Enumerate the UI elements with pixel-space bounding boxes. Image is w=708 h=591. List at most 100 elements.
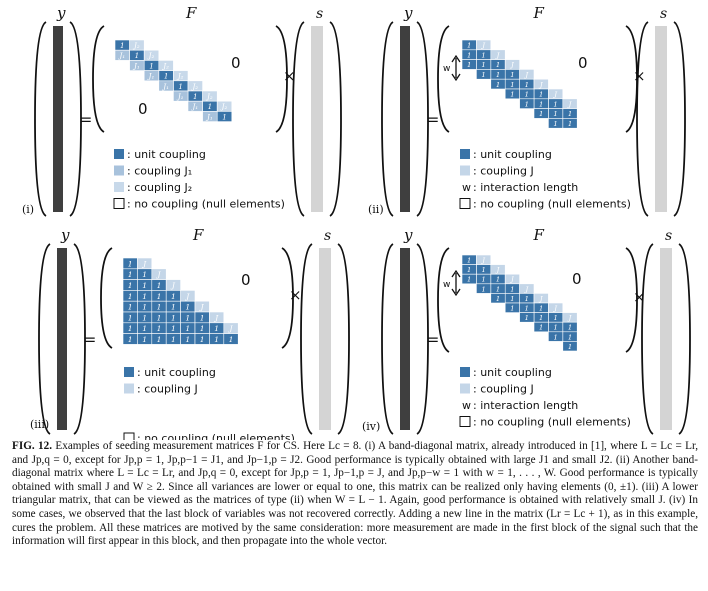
legend-i-unit-swatch [114, 149, 124, 159]
panel-iii-cell-unit-3-1-label: 1 [142, 292, 147, 301]
panel-i-cell-unit-3-label: 1 [164, 72, 169, 81]
panel-i-cell-j2-3-label: J₂ [176, 72, 184, 81]
panel-iii-cell-unit-2-0-label: 1 [128, 281, 133, 290]
panel-iii-cell-unit-6-1-label: 1 [142, 324, 147, 333]
panel-iii-cell-j-5-label: J [213, 313, 219, 322]
panel-iv-cell-unit-3-0-label: 1 [510, 285, 514, 293]
legend-i-item-0: : unit coupling [127, 148, 206, 161]
panel-iii-cell-unit-2-1-label: 1 [142, 281, 147, 290]
panel-iii-cell-unit-0-0-label: 1 [128, 259, 133, 268]
panel-iv-cell-unit-3-2-label: 1 [481, 285, 485, 293]
legend-iii-item-0: : unit coupling [137, 366, 216, 379]
panel-iv-F-label: F [533, 226, 545, 244]
panel-iv-y-lparen [381, 243, 394, 435]
panel-ii-cell-j-2-label: J [509, 61, 515, 69]
panel-iii-cell-unit-1-1-label: 1 [142, 270, 147, 279]
panel-iv-y-rparen [416, 243, 429, 435]
panel-iv-cell-unit-9-2 [562, 341, 578, 352]
panel-iv-cell-unit-1-1-label: 1 [467, 266, 471, 274]
legend-iii-item-2: : no coupling (null elements) [137, 432, 295, 440]
panel-ii-cell-unit-1-0-label: 1 [481, 51, 485, 59]
legend-ii-item-0: : unit coupling [473, 148, 552, 161]
caption-text: Examples of seeding measurement matrices… [12, 440, 699, 548]
panel-i-cell-unit-1-label: 1 [135, 51, 140, 60]
panel-ii-cell-unit-7-2 [533, 108, 549, 119]
panel-iv-label: (iv) [362, 420, 380, 433]
panel-ii-cell-unit-4-2 [490, 78, 506, 90]
panel-i-F-lparen [92, 25, 105, 133]
panel-iv-s-bar [660, 248, 672, 430]
legend-ii-j-swatch [460, 165, 470, 176]
legend-iv-w-symbol: w [462, 399, 471, 412]
panel-iii-zero-upper: 0 [241, 271, 251, 289]
panel-ii-cell-unit-2-1-label: 1 [481, 61, 485, 69]
panel-ii-s-bar [655, 26, 667, 212]
panel-iv-cell-unit-3-2 [476, 283, 492, 294]
panel-i-zero-lower: 0 [138, 100, 148, 118]
panel-iv-s-label: s [665, 228, 672, 244]
panel-i-cell-j1-7-label: J₁ [205, 112, 213, 121]
panel-ii-cell-unit-6-1-label: 1 [539, 100, 543, 108]
caption-label: FIG. 12. [12, 440, 53, 452]
panel-iv-cell-j-1-label: J [495, 266, 500, 274]
panel-iii-y-bar [57, 248, 67, 430]
panel-iii-cell-unit-4-0-label: 1 [128, 303, 133, 312]
panel-i-cell-j1-4-label: J₁ [161, 82, 169, 91]
panel-ii-cell-unit-7-1-label: 1 [553, 110, 557, 118]
panel-i-cell-j1-1-label: J₁ [117, 51, 125, 60]
panel-ii-cell-unit-3-0-label: 1 [510, 71, 514, 79]
panel-iii-F-label: F [192, 226, 204, 244]
panel-i-cell-j2-1-label: J₂ [147, 51, 155, 60]
panel-ii-cell-j-4-label: J [538, 81, 544, 89]
panel-ii-cell-unit-2-2-label: 1 [467, 61, 471, 69]
panel-iv-cell-unit-8-2 [548, 331, 564, 342]
panel-iv-equals: = [426, 330, 439, 349]
panel-iv-cell-unit-3-1-label: 1 [496, 285, 500, 293]
panel-iv-s-lparen [641, 243, 654, 435]
legend-iv-j-swatch [460, 383, 470, 394]
panel-iii-y-label: y [60, 226, 70, 244]
panel-iii-cell-unit-5-4-label: 1 [185, 313, 190, 322]
figure-caption: FIG. 12. Examples of seeding measurement… [12, 440, 698, 549]
panel-iv-F-rparen [625, 247, 638, 353]
panel-iii-cell-unit-2-2-label: 1 [157, 281, 162, 290]
panel-iv-cell-j-3-label: J [523, 285, 528, 293]
panel-iii-cell-unit-5-3-label: 1 [171, 313, 176, 322]
panel-iii-cell-j-6-label: J [227, 324, 233, 333]
panel-i-cell-j1-3 [143, 70, 160, 82]
panel-ii-cell-unit-3-2-label: 1 [481, 71, 485, 79]
panel-i-times: × [283, 67, 296, 85]
panel-iv-cell-unit-7-0-label: 1 [568, 324, 572, 332]
panel-iv-cell-unit-5-1-label: 1 [525, 304, 529, 312]
panel-ii-cell-unit-5-1-label: 1 [525, 91, 529, 99]
panel-i-cell-j1-6 [187, 100, 203, 112]
panel-iii-F-rparen [281, 247, 294, 349]
panel-iii-cell-unit-6-4-label: 1 [185, 324, 190, 333]
panel-iv-y-label: y [403, 226, 413, 244]
panel-i-cell-j1-6-label: J₁ [190, 102, 198, 111]
panel-ii-s-label: s [660, 6, 667, 22]
panel-iii-times: × [289, 286, 302, 304]
panel-iii-cell-unit-7-1-label: 1 [142, 335, 147, 344]
panel-iii-s-lparen [300, 243, 313, 435]
panel-ii-cell-unit-8-1-label: 1 [568, 120, 572, 128]
panel-i-s-lparen [292, 21, 305, 217]
panel-ii-cell-j-6-label: J [567, 100, 573, 108]
panel-iv-cell-unit-1-0-label: 1 [481, 266, 485, 274]
panel-iii-label: (iii) [30, 418, 49, 431]
panel-ii-cell-unit-8-2 [548, 118, 564, 129]
panel-iv-cell-unit-8-2-label: 1 [553, 333, 557, 341]
panel-i-zero-upper: 0 [231, 54, 241, 72]
legend-iv-none-swatch [459, 416, 471, 427]
panel-i-cell-j1-5-label: J₁ [176, 92, 184, 101]
panel-ii-cell-unit-5-0-label: 1 [539, 91, 543, 99]
panel-ii-cell-unit-0-0-label: 1 [467, 42, 471, 50]
panel-ii-cell-j-0-label: J [480, 42, 486, 50]
panel-iii-cell-unit-6-2-label: 1 [157, 324, 162, 333]
panel-i-cell-unit-7-label: 1 [222, 112, 227, 121]
panel-iv-y-bar [400, 248, 410, 430]
panel-iv-w-label: w [443, 280, 450, 290]
legend-i-item-1: : coupling J₁ [127, 165, 192, 178]
panel-iv-cell-unit-4-2-label: 1 [496, 295, 500, 303]
panel-i-s-rparen [329, 21, 342, 217]
